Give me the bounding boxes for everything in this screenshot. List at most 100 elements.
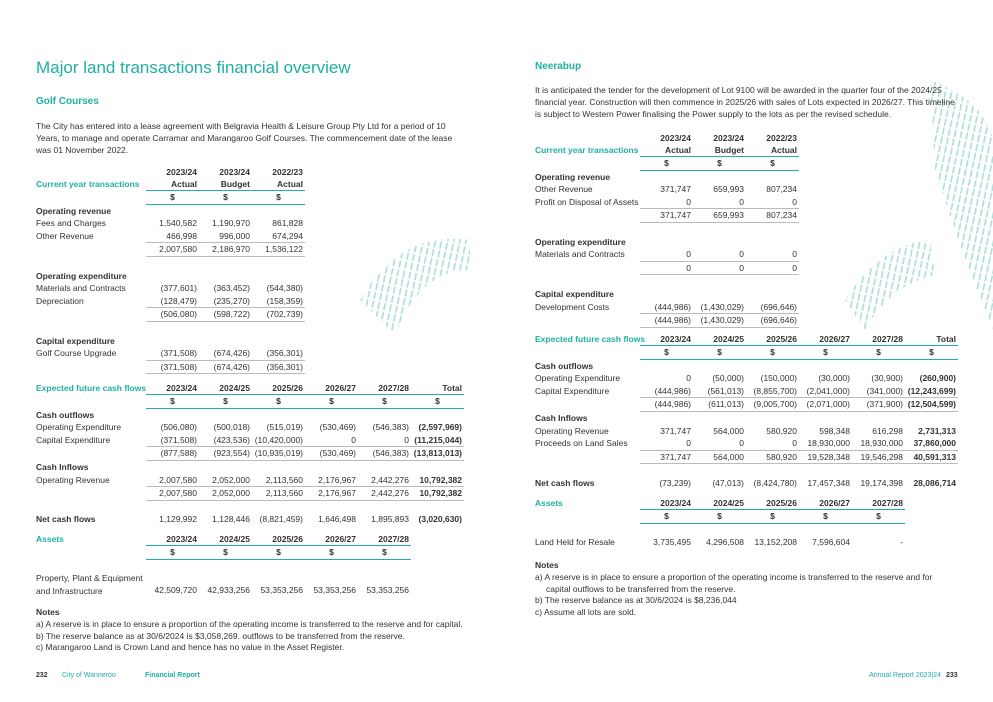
blank-cell (146, 409, 199, 422)
table-cell: (561,013) (707, 385, 744, 396)
table-cell: 2,052,000 (199, 486, 252, 501)
column-year: 2025/26 (272, 383, 303, 393)
table-cell: 0 (739, 438, 744, 449)
row-label (36, 360, 146, 373)
table-cell: (546,383) (372, 422, 409, 433)
blank-cell (36, 501, 146, 514)
table-cell: 0 (746, 260, 799, 276)
row-label: Capital expenditure (36, 335, 115, 346)
notes-heading: Notes (535, 560, 559, 570)
blank-cell (146, 257, 199, 270)
table-cell: (363,452) (213, 283, 250, 294)
table-grid: Assets 2023/24 2024/25 2025/26 2026/27 2027/2… (535, 497, 905, 549)
blank-cell (693, 236, 746, 249)
blank-cell (146, 335, 199, 348)
blank-cell (146, 270, 199, 283)
unit-label: $ (146, 191, 199, 205)
table-cell: 10,792,382 (419, 474, 462, 485)
blank-cell (746, 236, 799, 249)
unit-label: $ (746, 157, 799, 171)
column-year: 2027/28 (378, 383, 409, 393)
unit-label: $ (852, 346, 905, 360)
blank-cell (693, 524, 746, 537)
blank-cell (146, 205, 199, 218)
column-year: 2024/25 (219, 383, 250, 393)
units-spacer (535, 157, 640, 170)
blank-cell (640, 223, 693, 236)
row-label: Net cash flows (535, 477, 595, 488)
table-cell: 0 (640, 260, 693, 276)
row-label: Golf Course Upgrade (36, 348, 117, 359)
table-cell: (444,986) (640, 313, 693, 328)
column-year: 2025/26 (766, 334, 797, 344)
unit-label: $ (411, 395, 464, 409)
blank-cell (146, 501, 199, 514)
unit-label: $ (905, 346, 958, 360)
row-label (36, 486, 146, 499)
column-header: Total (411, 382, 464, 395)
blank-cell (852, 464, 905, 477)
table-cell: 18,930,000 (860, 438, 903, 449)
row-label: Capital Expenditure (535, 385, 610, 396)
column-year: 2027/28 (872, 334, 903, 344)
table-cell: (923,554) (199, 446, 252, 461)
unit-label: $ (199, 546, 252, 560)
column-header: 2024/25 (693, 333, 746, 346)
blank-cell (746, 275, 799, 288)
table-cell: 40,591,313 (905, 449, 958, 465)
table-cell: 0 (693, 260, 746, 276)
unit-label: $ (305, 395, 358, 409)
intro-text: It is anticipated the tender for the dev… (535, 85, 955, 119)
row-label (36, 242, 146, 255)
blank-cell (799, 464, 852, 477)
column-header: 2023/24 Budget (693, 132, 746, 157)
row-label: Materials and Contracts (36, 283, 126, 294)
column-year: 2026/27 (325, 534, 356, 544)
row-label: Cash outflows (535, 360, 594, 371)
table-cell: 2,113,560 (252, 486, 305, 501)
unit-label: $ (252, 191, 305, 205)
row-label: Fees and Charges (36, 218, 106, 229)
blank-cell (535, 223, 640, 236)
blank-cell (905, 464, 958, 477)
table-corner: Expected future cash flows (535, 334, 646, 345)
table-cell: 371,747 (660, 184, 691, 195)
table-cell: (506,080) (146, 307, 199, 322)
row-label: Capital expenditure (535, 288, 614, 299)
table-cell: (235,270) (213, 295, 250, 306)
column-header: 2022/23 Actual (252, 166, 305, 191)
blank-cell (746, 171, 799, 184)
table-cell: 7,596,604 (812, 537, 850, 548)
blank-cell (358, 560, 411, 573)
column-header: 2027/28 (852, 333, 905, 346)
table-cell: 28,086,714 (913, 477, 956, 488)
table-grid: Current year transactions 2023/24 Actual 20… (535, 132, 799, 328)
blank-cell (252, 560, 305, 573)
blank-cell (640, 412, 693, 425)
org-name: City of Wanneroo (62, 672, 116, 679)
table-cell: 1,536,122 (252, 242, 305, 257)
table-cell: (1,430,029) (693, 313, 746, 328)
blank-cell (640, 288, 693, 301)
row-label: Operating Expenditure (535, 373, 621, 384)
blank-cell (852, 360, 905, 373)
column-header: 2023/24 Budget (199, 166, 252, 191)
blank-cell (693, 412, 746, 425)
note: b) The reserve balance as at 30/6/2024 i… (36, 630, 405, 641)
blank-cell (305, 409, 358, 422)
table-corner: Assets (535, 498, 563, 509)
blank-cell (411, 409, 464, 422)
blank-cell (746, 524, 799, 537)
row-label: Proceeds on Land Sales (535, 438, 628, 449)
column-year: 2023/24 (219, 167, 250, 177)
blank-cell (199, 322, 252, 335)
blank-cell (535, 275, 640, 288)
table-cell: (371,508) (160, 434, 197, 445)
table-cell: 2,731,313 (918, 425, 956, 436)
table-cell: 807,234 (766, 184, 797, 195)
row-label: Cash outflows (36, 409, 95, 420)
table-cell: (13,813,013) (411, 446, 464, 461)
row-label: Operating Expenditure (36, 422, 122, 433)
table-cell: 580,920 (746, 449, 799, 465)
